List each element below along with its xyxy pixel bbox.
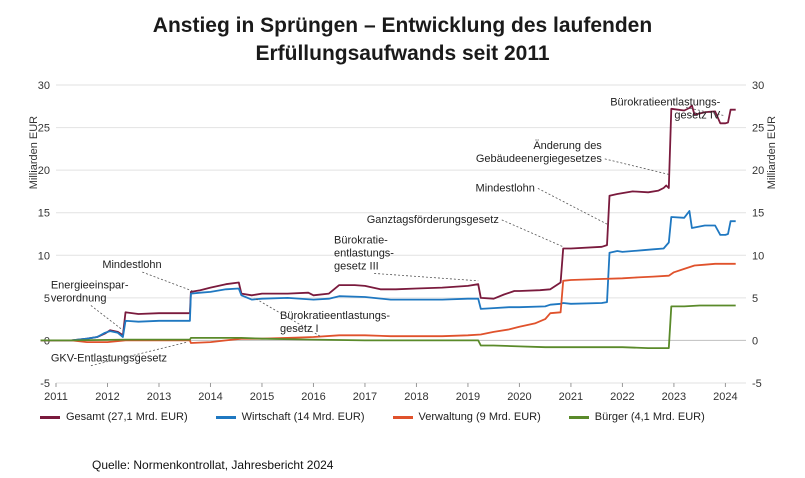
annotation-label: Ganztagsförderungsgesetz <box>367 214 499 226</box>
chart-title-line-2: Erfüllungsaufwands seit 2011 <box>255 42 550 65</box>
y-tick-label-right: 15 <box>752 208 764 220</box>
y-tick-label-right: 25 <box>752 123 764 135</box>
x-tick-label: 2013 <box>147 391 171 403</box>
y-tick-label-right: -5 <box>752 378 762 390</box>
y-tick-label-left: -5 <box>40 378 50 390</box>
legend-item: Gesamt (27,1 Mrd. EUR) <box>40 411 188 423</box>
x-tick-label: 2022 <box>610 391 634 403</box>
y-tick-label-left: 20 <box>38 165 50 177</box>
y-tick-label-left: 0 <box>44 335 50 347</box>
annotation-label: verordnung <box>51 292 107 304</box>
x-tick-label: 2011 <box>44 391 68 403</box>
x-tick-label: 2014 <box>198 391 222 403</box>
x-tick-label: 2023 <box>662 391 686 403</box>
x-tick-label: 2017 <box>353 391 377 403</box>
annotation-leader-line <box>684 106 724 116</box>
annotation-label: gesetz I <box>280 323 319 335</box>
series-line-2 <box>40 210 736 342</box>
annotation-leader-line <box>501 219 564 248</box>
x-tick-label: 2018 <box>404 391 428 403</box>
x-tick-label: 2019 <box>456 391 480 403</box>
y-tick-label-right: 20 <box>752 165 764 177</box>
annotation-leader-line <box>90 341 188 367</box>
x-tick-label: 2015 <box>250 391 274 403</box>
chart-title-line-1: Anstieg in Sprüngen – Entwicklung des la… <box>152 14 653 37</box>
y-tick-label-left: 15 <box>38 208 50 220</box>
legend-swatch <box>568 415 589 419</box>
annotation-label: entlastungs- <box>334 247 394 259</box>
legend-label: Gesamt (27,1 Mrd. EUR) <box>66 411 188 423</box>
x-tick-label: 2020 <box>507 391 531 403</box>
y-axis-title-right: Milliarden EUR <box>766 116 778 189</box>
x-tick-label: 2016 <box>301 391 325 403</box>
y-tick-label-left: 10 <box>38 250 50 262</box>
legend-item: Verwaltung (9 Mrd. EUR) <box>392 411 541 423</box>
legend-item: Bürger (4,1 Mrd. EUR) <box>568 411 705 423</box>
legend-label: Wirtschaft (14 Mrd. EUR) <box>241 411 365 423</box>
y-tick-label-left: 5 <box>44 293 50 305</box>
series-line-1 <box>40 104 736 342</box>
y-axis-title-left: Milliarden EUR <box>28 116 40 189</box>
annotation-label: GKV-Entlastungsgesetz <box>51 353 167 365</box>
annotation-label: Änderung des <box>533 140 602 152</box>
series-line-4 <box>40 304 736 349</box>
annotation-leader-line <box>604 158 669 175</box>
x-tick-label: 2012 <box>95 391 119 403</box>
annotation-leader-line <box>253 297 321 337</box>
chart-legend: Gesamt (27,1 Mrd. EUR) Wirtschaft (14 Mrd… <box>40 411 733 423</box>
annotation-leader-line <box>537 188 609 225</box>
annotation-label: Bürokratie- <box>334 234 388 246</box>
legend-label: Bürger (4,1 Mrd. EUR) <box>594 411 705 423</box>
y-tick-label-right: 0 <box>752 335 758 347</box>
series-line-3 <box>40 262 736 344</box>
annotation-label: Mindestlohn <box>102 259 161 271</box>
annotation-label: Energieeinspar- <box>51 279 129 291</box>
annotation-label: gesetz III <box>334 260 379 272</box>
x-tick-label: 2021 <box>559 391 583 403</box>
annotation-leader-line <box>90 305 124 331</box>
annotation-label: Bürokratieentlastungs- <box>610 96 720 108</box>
y-tick-label-right: 30 <box>752 80 764 92</box>
legend-swatch <box>215 415 236 419</box>
legend-label: Verwaltung (9 Mrd. EUR) <box>418 411 541 423</box>
y-tick-label-right: 5 <box>752 293 758 305</box>
annotation-label: Bürokratieentlastungs- <box>280 310 390 322</box>
y-tick-label-left: 30 <box>38 80 50 92</box>
source-note: Quelle: Normenkontrollat, Jahresbericht … <box>92 458 334 472</box>
annotation-label: Gebäudeenergiegesetzes <box>476 153 602 165</box>
legend-item: Wirtschaft (14 Mrd. EUR) <box>215 411 365 423</box>
annotation-label: Mindestlohn <box>476 182 535 194</box>
legend-swatch <box>392 415 413 419</box>
y-tick-label-left: 25 <box>38 123 50 135</box>
y-tick-label-right: 10 <box>752 250 764 262</box>
legend-swatch <box>40 415 60 419</box>
annotation-leader-line <box>374 273 479 282</box>
annotation-leader-line <box>142 271 193 292</box>
x-tick-label: 2024 <box>713 391 737 403</box>
annotation-label: gesetz IV <box>674 109 721 121</box>
chart-title: Anstieg in Sprüngen – Entwicklung des la… <box>0 12 805 68</box>
